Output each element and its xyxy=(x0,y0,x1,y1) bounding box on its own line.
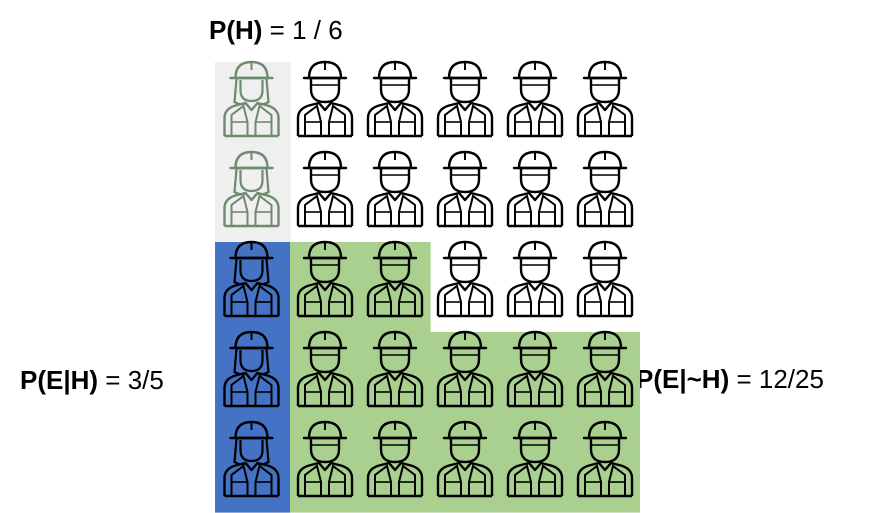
male-worker-icon xyxy=(366,60,424,138)
likelihood-given-h-symbol: P(E|H) xyxy=(20,365,99,395)
male-worker-icon xyxy=(576,150,634,228)
highlight-cell-green xyxy=(360,332,431,423)
male-worker-icon xyxy=(576,60,634,138)
highlight-cell-green xyxy=(290,242,361,333)
likelihood-given-h-label: P(E|H) = 3/5 xyxy=(20,365,164,396)
highlight-cell-green xyxy=(430,422,501,513)
highlight-cell-green xyxy=(570,422,640,513)
highlight-cell-green xyxy=(570,332,640,423)
highlight-layer xyxy=(215,62,640,513)
male-worker-icon xyxy=(296,60,354,138)
male-worker-icon xyxy=(436,150,494,228)
highlight-cell-green xyxy=(430,332,501,423)
prior-value: = 1 / 6 xyxy=(262,15,343,45)
highlight-cell-green xyxy=(290,332,361,423)
prior-probability-label: P(H) = 1 / 6 xyxy=(209,15,343,46)
highlight-cell-green xyxy=(500,422,571,513)
male-worker-icon xyxy=(576,240,634,318)
likelihood-given-not-h-label: P(E|~H) = 12/25 xyxy=(636,364,824,395)
highlight-cell-green xyxy=(500,332,571,423)
male-worker-icon xyxy=(296,150,354,228)
highlight-cell-green xyxy=(360,242,431,333)
male-worker-icon xyxy=(506,240,564,318)
highlight-cell-green xyxy=(290,422,361,513)
male-worker-icon xyxy=(506,150,564,228)
prior-symbol: P(H) xyxy=(209,15,263,45)
likelihood-given-not-h-symbol: P(E|~H) xyxy=(636,364,730,394)
male-worker-icon xyxy=(436,240,494,318)
likelihood-given-not-h-value: = 12/25 xyxy=(729,364,824,394)
highlight-cell-green xyxy=(360,422,431,513)
likelihood-given-h-value: = 3/5 xyxy=(98,365,164,395)
male-worker-icon xyxy=(436,60,494,138)
male-worker-icon xyxy=(506,60,564,138)
male-worker-icon xyxy=(366,150,424,228)
